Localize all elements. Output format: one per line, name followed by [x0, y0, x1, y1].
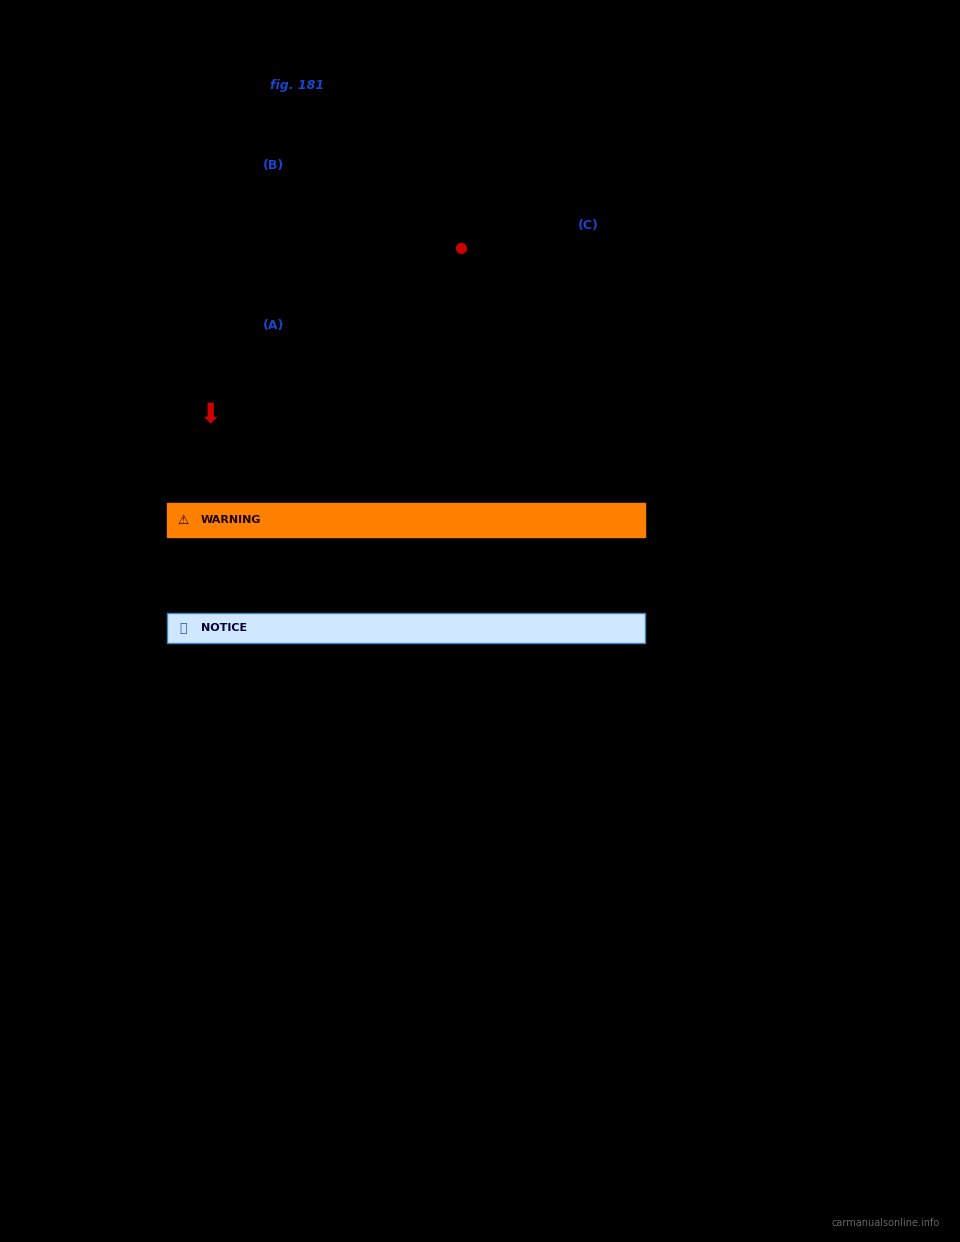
Text: carmanualsonline.info: carmanualsonline.info	[831, 1218, 940, 1228]
Text: WARNING: WARNING	[201, 515, 261, 525]
Text: ⚠: ⚠	[178, 513, 188, 527]
Text: (A): (A)	[263, 318, 284, 332]
FancyBboxPatch shape	[167, 614, 645, 643]
Text: NOTICE: NOTICE	[201, 623, 247, 633]
Text: ⬇: ⬇	[199, 401, 222, 428]
Text: fig. 181: fig. 181	[270, 78, 324, 92]
Point	[453, 238, 468, 258]
Text: (B): (B)	[263, 159, 284, 171]
Text: (C): (C)	[578, 219, 599, 231]
Text: ⓘ: ⓘ	[180, 621, 187, 635]
FancyBboxPatch shape	[167, 503, 645, 537]
